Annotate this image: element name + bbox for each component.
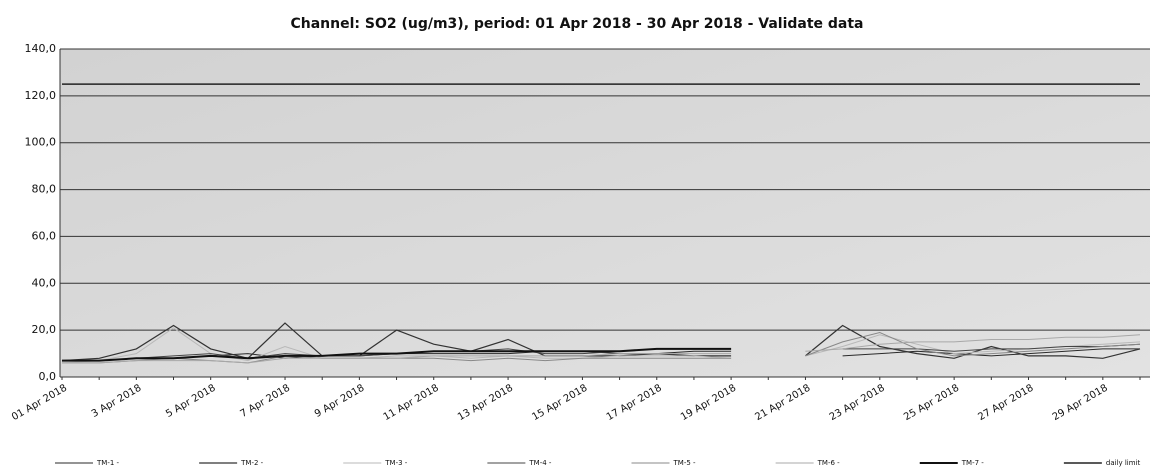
y-tick-label: 120,0 (25, 89, 57, 102)
x-tick-label: 9 Apr 2018 (313, 383, 367, 420)
x-tick-label: 5 Apr 2018 (164, 383, 218, 420)
legend-item: TM-6 - (775, 459, 841, 467)
legend-label: TM-6 - (817, 459, 841, 467)
x-tick-label: 01 Apr 2018 (10, 383, 69, 423)
y-tick-label: 0,0 (39, 370, 57, 383)
legend-label: TM-1 - (96, 459, 120, 467)
x-tick-label: 29 Apr 2018 (1051, 383, 1110, 423)
plot-area (60, 49, 1150, 377)
x-tick-label: 23 Apr 2018 (828, 383, 887, 423)
y-tick-label: 40,0 (32, 276, 57, 289)
y-tick-label: 60,0 (32, 229, 57, 242)
legend-label: TM-5 - (673, 459, 697, 467)
x-tick-label: 19 Apr 2018 (679, 383, 738, 423)
x-tick-label: 21 Apr 2018 (753, 383, 812, 423)
y-tick-label: 80,0 (32, 183, 57, 196)
x-tick-label: 3 Apr 2018 (90, 383, 144, 420)
legend-label: TM-2 - (240, 459, 264, 467)
y-tick-label: 140,0 (25, 42, 57, 55)
legend-item: TM-2 - (199, 459, 264, 467)
series-line (62, 347, 732, 362)
legend-label: TM-4 - (528, 459, 552, 467)
legend-item: TM-1 - (55, 459, 120, 467)
legend-item: TM-5 - (631, 459, 697, 467)
legend-label: TM-3 - (384, 459, 408, 467)
legend-label: daily limit (1106, 459, 1141, 467)
legend-item: TM-4 - (487, 459, 552, 467)
x-tick-label: 11 Apr 2018 (382, 383, 441, 423)
legend-label: TM-7 - (961, 459, 985, 467)
x-tick-label: 13 Apr 2018 (456, 383, 515, 423)
series-line (61, 327, 1141, 364)
legend-item: TM-7 - (919, 459, 985, 467)
y-tick-label: 20,0 (32, 323, 57, 336)
chart-title: Channel: SO2 (ug/m3), period: 01 Apr 201… (290, 16, 863, 32)
x-tick-label: 25 Apr 2018 (902, 383, 961, 423)
x-tick-label: 17 Apr 2018 (605, 383, 664, 423)
legend-item: TM-3 - (343, 459, 408, 467)
x-tick-label: 7 Apr 2018 (238, 383, 292, 420)
x-tick-label: 27 Apr 2018 (976, 383, 1035, 423)
series-line (62, 334, 1141, 364)
x-tick-label: 15 Apr 2018 (530, 383, 589, 423)
y-tick-label: 100,0 (25, 136, 57, 149)
legend-item: daily limit (1063, 459, 1141, 467)
